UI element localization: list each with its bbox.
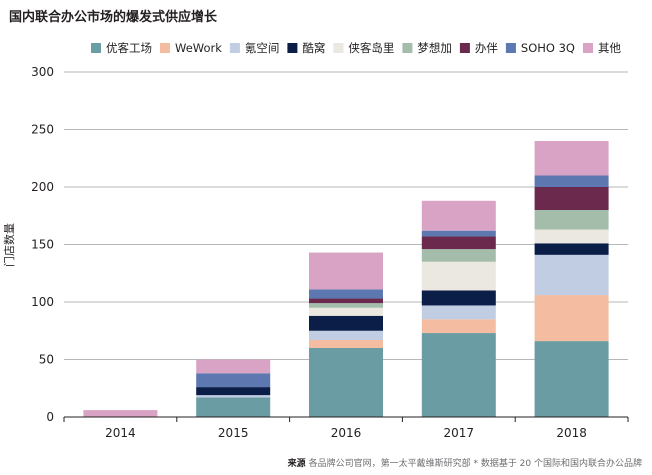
y-tick-label: 150	[31, 238, 54, 252]
bar-segment	[534, 243, 609, 255]
bar-segment	[421, 290, 496, 306]
legend-label: 酷窝	[302, 41, 325, 55]
legend-label: 其他	[598, 41, 621, 55]
bar-segment	[196, 395, 271, 398]
legend-swatch	[287, 43, 298, 53]
legend-label: SOHO 3Q	[521, 41, 575, 55]
legend-label: 氪空间	[245, 41, 280, 55]
bar-segment	[196, 359, 271, 374]
legend-swatch	[333, 43, 344, 53]
legend-swatch	[402, 43, 413, 53]
source-note: 来源 各品牌公司官网，第一太平戴维斯研究部 * 数据基于 20 个国际和国内联合办…	[288, 456, 642, 469]
bar-segment	[309, 298, 383, 304]
source-text: 各品牌公司官网，第一太平戴维斯研究部 * 数据基于 20 个国际和国内联合办公品…	[308, 459, 642, 469]
bar-segment	[421, 236, 496, 250]
x-tick-label: 2014	[105, 426, 136, 440]
legend-swatch	[160, 43, 170, 53]
bar-segment	[534, 295, 609, 342]
bar-segment	[534, 229, 609, 244]
y-tick-label: 100	[31, 295, 54, 309]
bar-segment	[83, 410, 158, 417]
legend-label: 办伴	[475, 41, 498, 55]
bar-segment	[196, 397, 271, 417]
legend-label: WeWork	[175, 41, 222, 55]
y-tick-label: 300	[31, 65, 54, 79]
y-tick-label: 50	[39, 353, 54, 367]
x-tick-label: 2015	[218, 426, 249, 440]
legend-swatch	[582, 43, 593, 53]
y-tick-label: 200	[31, 180, 54, 194]
bar-segment	[421, 230, 496, 237]
bar-segment	[309, 339, 383, 348]
x-tick-label: 2016	[331, 426, 362, 440]
x-tick-label: 2018	[556, 426, 587, 440]
bar-segment	[309, 289, 383, 299]
legend-swatch	[459, 43, 470, 53]
legend-label: 侠客岛里	[348, 41, 394, 55]
chart-title: 国内联合办公市场的爆发式供应增长	[9, 10, 218, 25]
bar-segment	[421, 305, 496, 320]
bar-segment	[534, 210, 609, 230]
bar-segment	[421, 261, 496, 291]
y-tick-label: 250	[31, 123, 54, 137]
bar-segment	[534, 175, 609, 187]
legend-label: 优客工场	[106, 41, 152, 55]
bar-segment	[309, 348, 383, 417]
bar-segment	[534, 187, 609, 210]
bar-segment	[421, 333, 496, 417]
bar-segment	[196, 387, 271, 396]
bar-segment	[309, 252, 383, 290]
y-axis-label: 门店数量	[2, 223, 16, 267]
bar-segment	[421, 249, 496, 262]
legend-label: 梦想加	[417, 41, 452, 55]
bar-segment	[421, 200, 496, 231]
bar-segment	[309, 330, 383, 340]
bar-segment	[421, 319, 496, 334]
bar-segment	[309, 315, 383, 331]
bar-segment	[196, 373, 271, 388]
y-tick-label: 0	[46, 410, 54, 424]
source-label: 来源	[287, 459, 306, 469]
x-tick-label: 2017	[444, 426, 475, 440]
bar-segment	[534, 341, 609, 417]
bar-segment	[309, 303, 383, 308]
legend-swatch	[505, 43, 516, 53]
bar-segment	[534, 141, 609, 176]
bar-segment	[309, 307, 383, 316]
legend-swatch	[91, 43, 101, 53]
legend-swatch	[229, 43, 240, 53]
bar-segment	[534, 254, 609, 296]
